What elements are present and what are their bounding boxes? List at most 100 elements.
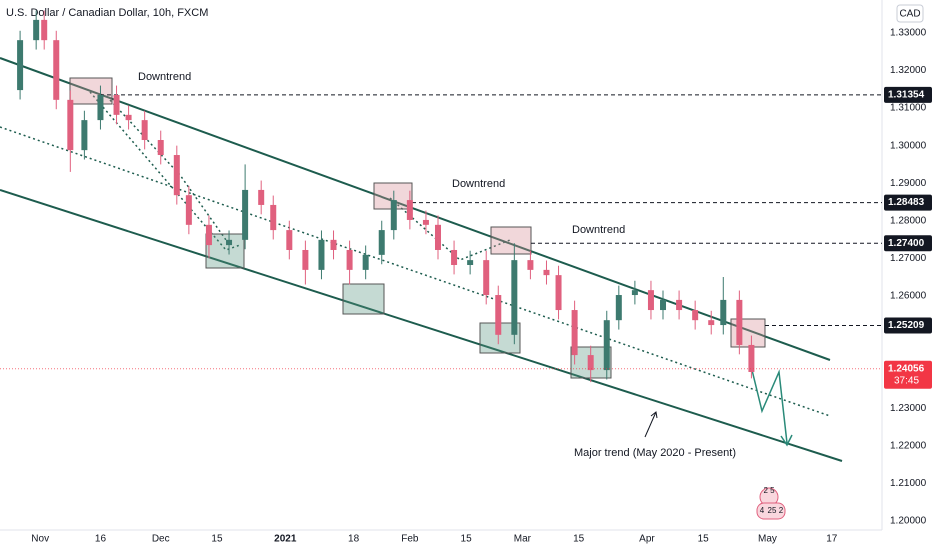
candle-body <box>173 155 180 196</box>
candle-body <box>720 299 727 326</box>
widget-label: 25 <box>768 506 777 515</box>
channel-upper <box>0 57 831 361</box>
candle-body <box>185 195 192 225</box>
box-high <box>69 77 113 105</box>
candle-body <box>495 295 502 335</box>
y-tick-label: 1.23000 <box>890 403 927 414</box>
widget-label: 4 <box>760 506 765 515</box>
widget-label: 2 <box>779 506 784 515</box>
candle-body <box>748 344 755 372</box>
note-arrow <box>644 411 657 438</box>
x-tick-label: 15 <box>573 534 585 545</box>
candle-body <box>362 254 369 270</box>
x-tick-label: 2021 <box>274 534 297 545</box>
candle-body <box>346 249 353 270</box>
x-tick-label: Feb <box>401 534 419 545</box>
level-label: 1.28483 <box>888 197 925 208</box>
candle-body <box>53 40 60 100</box>
y-tick-label: 1.30000 <box>890 140 927 151</box>
candle-body <box>434 224 441 250</box>
x-tick-label: May <box>758 534 777 545</box>
annotation: Downtrend <box>138 71 191 83</box>
x-tick-label: Apr <box>639 534 655 545</box>
candle-body <box>571 310 578 356</box>
candle-body <box>81 120 88 151</box>
candle-body <box>226 239 233 246</box>
candle-body <box>302 249 309 270</box>
candle-body <box>647 290 654 311</box>
y-tick-label: 1.22000 <box>890 441 927 452</box>
candle-body <box>390 200 397 231</box>
box-high <box>730 318 766 348</box>
y-tick-label: 1.29000 <box>890 178 927 189</box>
x-tick-label: Dec <box>152 534 170 545</box>
candle-body <box>330 239 337 250</box>
x-tick-label: Mar <box>514 534 532 545</box>
candle-body <box>483 260 490 296</box>
candle-body <box>603 320 610 371</box>
projection <box>751 369 788 444</box>
candle-body <box>555 275 562 311</box>
projection-arrow <box>780 434 793 447</box>
level-label: 1.27400 <box>888 238 925 249</box>
x-tick-label: 18 <box>348 534 360 545</box>
candle-body <box>33 19 40 41</box>
channel-mid <box>0 126 831 417</box>
level-label-box <box>884 86 932 103</box>
y-tick-label: 1.26000 <box>890 290 927 301</box>
candle-body <box>157 140 164 156</box>
last-price-label: 1.24056 <box>888 363 925 374</box>
x-tick-label: 15 <box>211 534 223 545</box>
chart-title: U.S. Dollar / Canadian Dollar, 10h, FXCM <box>6 7 208 19</box>
box-low <box>342 283 385 315</box>
countdown: 37:45 <box>894 375 919 386</box>
box-high <box>490 226 532 255</box>
candle-body <box>41 19 48 41</box>
candle-body <box>587 355 594 371</box>
candle-body <box>422 219 429 225</box>
candle-body <box>141 120 148 141</box>
annotation: Downtrend <box>572 224 625 236</box>
candle-body <box>286 230 293 250</box>
level-label-box <box>884 235 932 252</box>
currency-box[interactable] <box>896 4 924 23</box>
annotation: Major trend (May 2020 - Present) <box>574 447 736 459</box>
candle-body <box>527 260 534 270</box>
candle-body <box>676 299 683 311</box>
widget-label: 2 5 <box>763 486 775 495</box>
candle-body <box>113 94 120 115</box>
candle-body <box>406 200 413 220</box>
candle-body <box>270 204 277 231</box>
y-tick-label: 1.31000 <box>890 103 927 114</box>
y-tick-label: 1.28000 <box>890 215 927 226</box>
candle-body <box>258 189 265 205</box>
annotation: Downtrend <box>452 178 505 190</box>
y-tick-label: 1.27000 <box>890 253 927 264</box>
level-label-box <box>884 317 932 334</box>
level-label-box <box>884 194 932 211</box>
box-low <box>205 233 245 269</box>
widget: 2 5 4 25 2 <box>756 486 786 520</box>
candle-body <box>660 299 667 311</box>
candle-body <box>242 189 249 240</box>
level-label: 1.31354 <box>888 89 925 100</box>
drawings <box>0 57 843 462</box>
currency[interactable]: CAD <box>899 9 920 20</box>
swing-line <box>109 99 227 241</box>
note-arrowhead <box>650 411 658 419</box>
candle-body <box>467 260 474 265</box>
x-tick-label: 15 <box>461 534 473 545</box>
x-tick-label: 17 <box>826 534 838 545</box>
y-tick-label: 1.21000 <box>890 478 927 489</box>
candle-body <box>97 94 104 121</box>
x-tick-label: Nov <box>31 534 49 545</box>
candle-body <box>543 269 550 276</box>
channel-lower <box>0 189 843 462</box>
x-tick-label: 16 <box>95 534 107 545</box>
candle-body <box>451 249 458 265</box>
candle-body <box>125 114 132 121</box>
candle-body <box>318 239 325 270</box>
candle-body <box>67 99 74 151</box>
